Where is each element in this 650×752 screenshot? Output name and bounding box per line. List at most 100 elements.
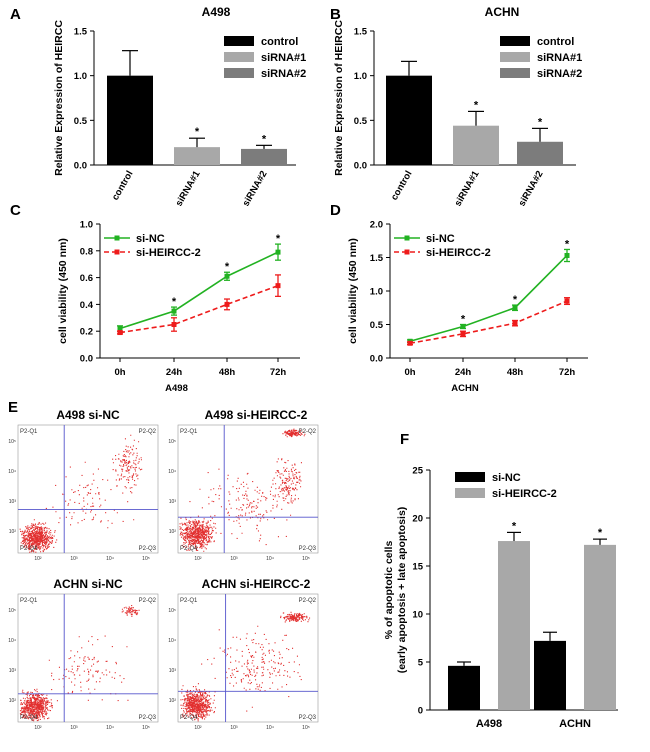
chart-title: ACHN — [485, 5, 520, 19]
legend-swatch — [500, 36, 530, 46]
data-point — [224, 273, 230, 279]
y-tick-label: 25 — [412, 466, 423, 477]
y-decade-label: 10⁴ — [8, 638, 16, 644]
legend-marker — [404, 235, 410, 241]
data-point — [171, 308, 177, 314]
data-point — [117, 330, 123, 336]
gate-label-q1: P2-Q1 — [180, 598, 198, 604]
significance-marker: * — [276, 233, 281, 245]
y-axis-title: cell viability (450 nm) — [347, 238, 359, 344]
legend-marker — [404, 249, 410, 255]
series-line-0 — [119, 251, 279, 330]
bar-a498-0 — [448, 665, 480, 710]
data-point — [275, 249, 281, 255]
gate-label-q2: P2-Q2 — [299, 429, 317, 435]
y-axis-title-line: % of apoptotic cells — [383, 541, 395, 640]
x-tick-label: control — [389, 169, 415, 202]
x-tick-label: siRNA#1 — [174, 168, 203, 208]
legend-swatch — [224, 68, 254, 78]
bar-achn-1 — [584, 544, 616, 710]
y-decade-label: 10³ — [169, 668, 177, 674]
x-decade-label: 10² — [34, 725, 42, 731]
x-tick-label: 0h — [404, 367, 415, 378]
x-axis-title: ACHN — [451, 383, 479, 394]
legend-swatch — [500, 68, 530, 78]
legend-marker — [114, 235, 120, 241]
y-decade-label: 10³ — [9, 668, 17, 674]
x-decade-label: 10⁴ — [266, 556, 274, 562]
legend-label: si-NC — [426, 233, 455, 245]
panel-label-f: F — [400, 431, 409, 448]
y-tick-label: 1.0 — [74, 71, 87, 82]
x-tick-label: siRNA#2 — [241, 169, 270, 208]
y-decade-label: 10² — [169, 698, 177, 704]
gate-label-q4: P2-Q4 — [180, 546, 198, 552]
y-tick-label: 15 — [412, 562, 423, 573]
y-decade-label: 10⁵ — [8, 608, 16, 614]
significance-marker: * — [513, 294, 518, 306]
flow-event-dots — [19, 605, 140, 722]
y-axis-title: Relative Expression of HEIRCC — [333, 20, 345, 176]
x-decade-label: 10⁵ — [302, 556, 310, 562]
flow-dots — [19, 434, 143, 553]
series-line-0 — [409, 254, 568, 343]
significance-marker: * — [538, 116, 543, 128]
series-line-1 — [409, 300, 568, 345]
significance-marker: * — [262, 133, 267, 145]
flow-event-dots — [19, 434, 143, 553]
panel-e-flow-cytometry: A498 si-NC P2-Q1 P2-Q2 P2-Q3 P2-Q4 10² 10² 10³ 1… — [8, 408, 319, 731]
legend-label: si-NC — [136, 233, 165, 245]
gate-label-q4: P2-Q4 — [180, 715, 198, 721]
panel-d-line-chart: 0.0 0.5 1.0 1.5 2.0 0h 24h 48h 72h ACHN cell viabi… — [347, 220, 588, 394]
bar-sirna2 — [517, 141, 563, 165]
flow-plot-1: A498 si-NC P2-Q1 P2-Q2 P2-Q3 P2-Q4 10² 10² 10³ 1… — [8, 408, 159, 562]
y-tick-label: 0.5 — [354, 116, 368, 127]
x-decade-label: 10³ — [230, 725, 238, 731]
data-point — [117, 326, 123, 332]
panel-label-c: C — [10, 202, 21, 219]
legend-label: siRNA#2 — [537, 68, 582, 80]
gate-label-q3: P2-Q3 — [139, 546, 157, 552]
panel-label-e: E — [8, 399, 18, 416]
x-tick-label: 48h — [219, 367, 236, 378]
y-tick-label: 1.5 — [354, 27, 368, 38]
significance-marker: * — [195, 126, 200, 138]
x-decade-label: 10⁵ — [302, 725, 310, 731]
data-point — [460, 331, 466, 337]
significance-marker: * — [598, 527, 603, 539]
bar-sirna2 — [241, 148, 287, 165]
y-tick-label: 5 — [418, 658, 424, 669]
x-decade-label: 10⁴ — [106, 556, 114, 562]
legend-label: control — [537, 36, 574, 48]
panel-label-d: D — [330, 202, 341, 219]
legend-label: si-HEIRCC-2 — [136, 247, 201, 259]
flow-plot-3: ACHN si-NC P2-Q1 P2-Q2 P2-Q3 P2-Q4 10² 10² 10³ 1… — [8, 577, 159, 731]
significance-marker: * — [565, 238, 570, 250]
chart-title: A498 — [202, 5, 231, 19]
gate-label-q1: P2-Q1 — [20, 429, 38, 435]
bar-a498-1 — [498, 541, 530, 710]
x-decade-label: 10³ — [70, 725, 78, 731]
legend-swatch — [224, 36, 254, 46]
flow-event-dots — [179, 428, 306, 552]
x-decade-label: 10² — [194, 725, 202, 731]
x-tick-label: 72h — [270, 367, 287, 378]
x-tick-label: ACHN — [559, 718, 591, 730]
panel-b-bar-chart: ACHN 0.0 0.5 1.0 1.5 Relative Expression of H… — [333, 5, 582, 208]
y-decade-label: 10⁴ — [168, 638, 176, 644]
y-axis-title-line: (early apoptosis + late apoptosis) — [396, 507, 408, 674]
legend-marker — [114, 249, 120, 255]
data-point — [564, 252, 570, 258]
flow-dots — [179, 428, 306, 552]
gate-label-q2: P2-Q2 — [299, 598, 317, 604]
legend-label: si-HEIRCC-2 — [492, 488, 557, 500]
x-tick-label: 24h — [455, 367, 472, 378]
y-decade-label: 10⁵ — [168, 439, 176, 445]
panel-a-bar-chart: A498 0.0 0.5 1.0 1.5 Relative Expression of H… — [53, 5, 306, 208]
flow-plot-title: ACHN si-NC — [53, 577, 123, 591]
x-decade-label: 10² — [194, 556, 202, 562]
gate-label-q1: P2-Q1 — [20, 598, 38, 604]
y-tick-label: 1.5 — [74, 27, 88, 38]
legend-label: siRNA#1 — [537, 52, 582, 64]
x-decade-label: 10² — [34, 556, 42, 562]
